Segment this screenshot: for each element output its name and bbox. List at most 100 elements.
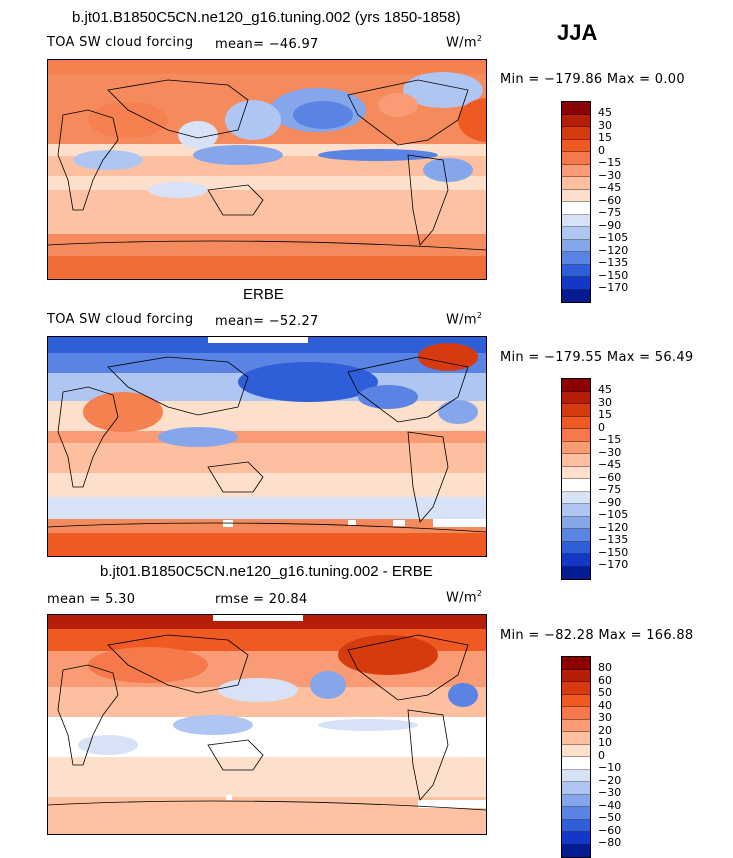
colorbar-swatch bbox=[562, 177, 590, 190]
colorbar-tick-label: 50 bbox=[598, 686, 612, 699]
colorbar-swatch bbox=[562, 819, 590, 832]
panel-2-title: ERBE bbox=[243, 286, 284, 303]
panel-2-map bbox=[47, 336, 487, 557]
colorbar-tick-label: −150 bbox=[598, 545, 629, 559]
colorbar-tick-label: 0 bbox=[598, 143, 605, 157]
colorbar-swatch bbox=[562, 491, 590, 504]
colorbar-tick-label: 60 bbox=[598, 673, 612, 687]
colorbar-swatch bbox=[562, 102, 590, 115]
panel-3-colorbar-labels: 80 60 50 40 30 20 10 0 −10 −20 −30 −40 −50 −60 −80 bbox=[598, 661, 622, 850]
colorbar-tick-label: −120 bbox=[598, 520, 629, 534]
colorbar-swatch bbox=[562, 832, 590, 845]
panel-2-minmax: Min = −179.55 Max = 56.49 bbox=[500, 350, 694, 365]
colorbar-tick-label: −120 bbox=[598, 243, 629, 257]
colorbar-tick-label: −30 bbox=[598, 445, 622, 459]
colorbar-swatch bbox=[562, 277, 590, 290]
colorbar-tick-label: −40 bbox=[598, 798, 622, 812]
colorbar-swatch bbox=[562, 114, 590, 127]
colorbar-tick-label: 30 bbox=[598, 711, 612, 724]
colorbar-tick-label: −45 bbox=[598, 458, 622, 471]
colorbar-swatch bbox=[562, 404, 590, 417]
panel-3-map bbox=[47, 614, 487, 835]
colorbar-swatch bbox=[562, 214, 590, 227]
colorbar-tick-label: 10 bbox=[598, 736, 612, 749]
panel-1-title: b.jt01.B1850C5CN.ne120_g16.tuning.002 (y… bbox=[72, 9, 461, 26]
colorbar-tick-label: −60 bbox=[598, 823, 622, 837]
panel-2-mean: mean= −52.27 bbox=[215, 314, 319, 329]
colorbar-tick-label: −80 bbox=[598, 836, 622, 849]
colorbar-swatch bbox=[562, 429, 590, 442]
colorbar-swatch bbox=[562, 391, 590, 404]
colorbar-tick-label: 0 bbox=[598, 420, 605, 434]
panel-1-mean: mean= −46.97 bbox=[215, 37, 319, 52]
colorbar-swatch bbox=[562, 479, 590, 492]
colorbar-swatch bbox=[562, 707, 590, 720]
colorbar-swatch bbox=[562, 202, 590, 215]
colorbar-swatch bbox=[562, 416, 590, 429]
panel-3-minmax: Min = −82.28 Max = 166.88 bbox=[500, 628, 694, 643]
colorbar-swatch bbox=[562, 732, 590, 745]
colorbar-tick-label: −90 bbox=[598, 495, 622, 509]
colorbar-swatch bbox=[562, 794, 590, 807]
colorbar-tick-label: −15 bbox=[598, 433, 622, 446]
colorbar-swatch bbox=[562, 264, 590, 277]
panel-1-map bbox=[47, 59, 487, 280]
colorbar-swatch bbox=[562, 139, 590, 152]
colorbar-tick-label: −135 bbox=[598, 256, 629, 269]
panel-2-colorbar-labels: 45 30 15 0 −15 −30 −45 −60 −75 −90 −105 −120 −135 −15… bbox=[598, 383, 629, 572]
colorbar-swatch bbox=[562, 782, 590, 795]
panel-1-minmax: Min = −179.86 Max = 0.00 bbox=[500, 72, 685, 87]
colorbar-tick-label: −60 bbox=[598, 470, 622, 484]
colorbar-swatch bbox=[562, 504, 590, 517]
colorbar-swatch bbox=[562, 454, 590, 467]
panel-3-title: b.jt01.B1850C5CN.ne120_g16.tuning.002 - … bbox=[100, 563, 433, 580]
colorbar-tick-label: −10 bbox=[598, 761, 622, 774]
colorbar-tick-label: −15 bbox=[598, 156, 622, 169]
colorbar-tick-label: −170 bbox=[598, 558, 629, 571]
colorbar-swatch bbox=[562, 541, 590, 554]
colorbar-swatch bbox=[562, 682, 590, 695]
colorbar-tick-label: 0 bbox=[598, 748, 605, 762]
colorbar-tick-label: −75 bbox=[598, 206, 622, 219]
colorbar-tick-label: −105 bbox=[598, 508, 629, 521]
colorbar-swatch bbox=[562, 669, 590, 682]
panel-2-field-label: TOA SW cloud forcing bbox=[47, 312, 194, 327]
panel-1-colorbar-labels: 45 30 15 0 −15 −30 −45 −60 −75 −90 −105 −120 −135 −15… bbox=[598, 106, 629, 295]
colorbar-tick-label: 80 bbox=[598, 661, 612, 674]
colorbar-swatch bbox=[562, 529, 590, 542]
colorbar-swatch bbox=[562, 164, 590, 177]
colorbar-swatch bbox=[562, 252, 590, 265]
panel-1-field-label: TOA SW cloud forcing bbox=[47, 35, 194, 50]
colorbar-swatch bbox=[562, 239, 590, 252]
colorbar-swatch bbox=[562, 152, 590, 165]
panel-3-units: W/m2 bbox=[446, 589, 483, 606]
panel-3-mean: mean = 5.30 bbox=[47, 592, 136, 607]
panel-2-colorbar bbox=[561, 378, 591, 580]
colorbar-swatch bbox=[562, 379, 590, 392]
colorbar-tick-label: −105 bbox=[598, 231, 629, 244]
colorbar-tick-label: 45 bbox=[598, 106, 612, 119]
panel-3-colorbar bbox=[561, 656, 591, 858]
panel-3-rmse: rmse = 20.84 bbox=[215, 592, 308, 607]
colorbar-tick-label: 15 bbox=[598, 408, 612, 421]
panel-1-colorbar bbox=[561, 101, 591, 303]
colorbar-swatch bbox=[562, 757, 590, 770]
colorbar-tick-label: −135 bbox=[598, 533, 629, 546]
colorbar-tick-label: −30 bbox=[598, 786, 622, 799]
colorbar-swatch bbox=[562, 441, 590, 454]
colorbar-swatch bbox=[562, 516, 590, 529]
colorbar-swatch bbox=[562, 554, 590, 567]
colorbar-tick-label: −50 bbox=[598, 811, 622, 824]
colorbar-swatch bbox=[562, 719, 590, 732]
colorbar-swatch bbox=[562, 769, 590, 782]
colorbar-tick-label: −90 bbox=[598, 218, 622, 232]
colorbar-tick-label: 40 bbox=[598, 698, 612, 712]
colorbar-swatch bbox=[562, 694, 590, 707]
colorbar-swatch bbox=[562, 744, 590, 757]
colorbar-tick-label: −45 bbox=[598, 181, 622, 194]
colorbar-tick-label: −75 bbox=[598, 483, 622, 496]
colorbar-tick-label: 20 bbox=[598, 723, 612, 737]
colorbar-tick-label: −60 bbox=[598, 193, 622, 207]
colorbar-swatch bbox=[562, 227, 590, 240]
colorbar-swatch bbox=[562, 127, 590, 140]
